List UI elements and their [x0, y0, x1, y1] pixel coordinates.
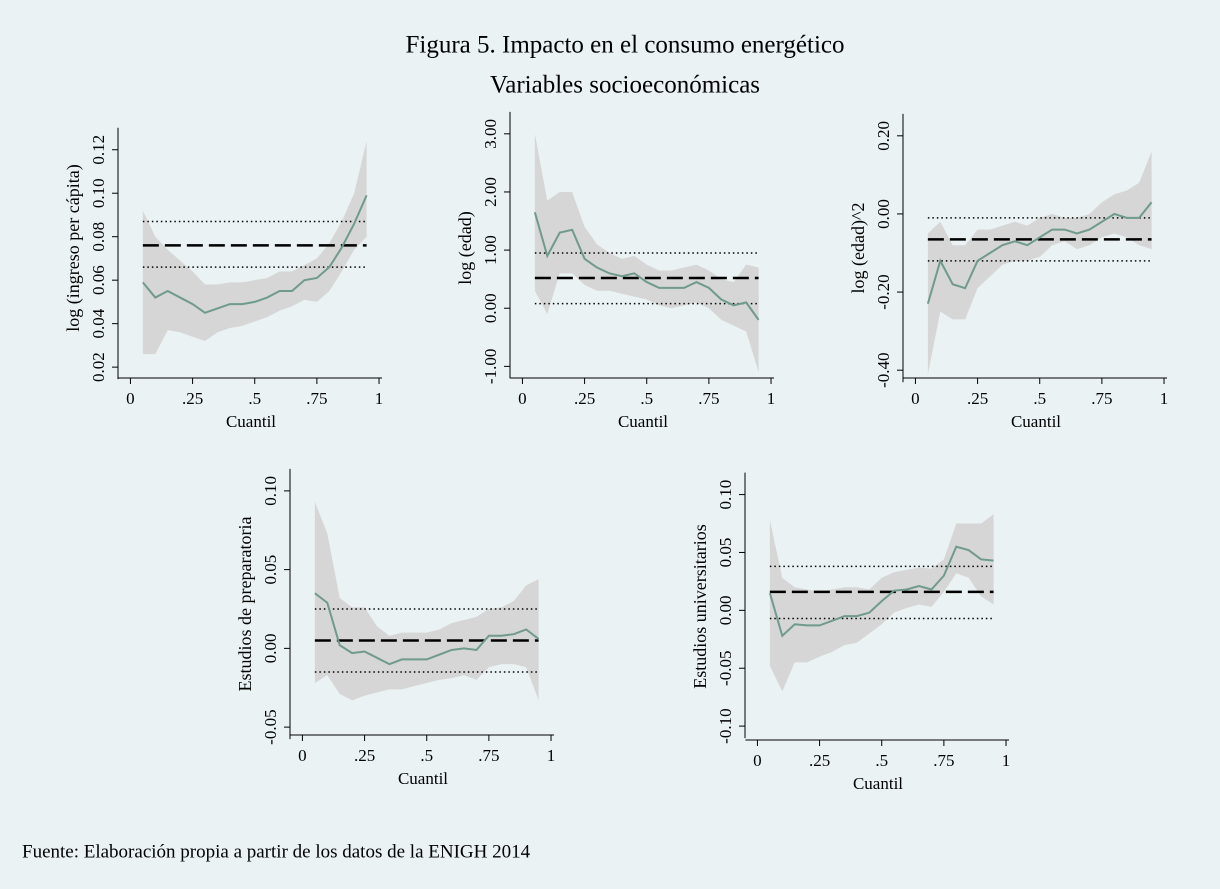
- x-axis-title: Cuantil: [398, 769, 448, 788]
- x-tick-label: .5: [1033, 389, 1046, 408]
- source-note: Fuente: Elaboración propia a partir de l…: [22, 841, 531, 862]
- x-tick-label: 0: [298, 746, 307, 765]
- x-tick-label: .5: [248, 389, 261, 408]
- y-tick-label: -0.20: [874, 274, 893, 309]
- y-axis-title: log (edad): [455, 211, 476, 284]
- y-tick-label: 0.10: [716, 480, 735, 510]
- x-tick-label: 0: [753, 751, 762, 770]
- y-tick-label: 0.00: [481, 293, 500, 323]
- y-tick-label: 0.12: [89, 135, 108, 165]
- figure-title: Figura 5. Impacto en el consumo energéti…: [406, 32, 845, 59]
- x-tick-label: .5: [420, 746, 433, 765]
- y-tick-label: 0.00: [716, 595, 735, 625]
- y-tick-label: 0.10: [261, 476, 280, 506]
- y-axis-title: Estudios de preparatoria: [235, 517, 255, 692]
- x-tick-label: 1: [1002, 751, 1011, 770]
- y-tick-label: 0.05: [716, 538, 735, 568]
- confidence-band: [534, 133, 759, 373]
- figure-subtitle: Variables socioeconómicas: [490, 72, 760, 99]
- x-tick-label: .75: [478, 746, 499, 765]
- x-tick-label: .25: [967, 389, 988, 408]
- confidence-band: [142, 141, 367, 355]
- confidence-band: [769, 514, 994, 692]
- y-axis-title: log (edad)^2: [848, 203, 869, 294]
- y-tick-label: -0.40: [874, 352, 893, 387]
- x-tick-label: .25: [574, 389, 595, 408]
- x-tick-label: 1: [767, 389, 776, 408]
- y-tick-label: 0.10: [89, 178, 108, 208]
- panel: 0 .25 .5 .75 1 -0.40 -0.20 0.00 0.20 Cuantil log (…: [848, 113, 1169, 431]
- x-tick-label: .25: [354, 746, 375, 765]
- y-tick-label: 0.20: [874, 121, 893, 151]
- x-axis-title: Cuantil: [1011, 412, 1061, 431]
- x-tick-label: 1: [1160, 389, 1169, 408]
- quantile-line: [142, 194, 368, 314]
- x-axis-title: Cuantil: [618, 412, 668, 431]
- x-tick-label: .25: [809, 751, 830, 770]
- y-tick-label: 0.08: [89, 222, 108, 252]
- y-tick-label: -1.00: [481, 349, 500, 384]
- x-axis-title: Cuantil: [853, 774, 903, 793]
- panel: 0 .25 .5 .75 1 -0.10 -0.05 0.00 0.05 0.10 Cuantil E…: [690, 472, 1011, 793]
- y-tick-label: 0.00: [261, 634, 280, 664]
- x-tick-label: 1: [547, 746, 556, 765]
- x-tick-label: .75: [698, 389, 719, 408]
- x-tick-label: 1: [375, 389, 384, 408]
- x-tick-label: .75: [306, 389, 327, 408]
- y-tick-label: 0.04: [89, 308, 108, 338]
- x-tick-label: .5: [875, 751, 888, 770]
- confidence-band: [314, 501, 539, 701]
- y-tick-label: 0.05: [261, 555, 280, 585]
- x-tick-label: 0: [911, 389, 920, 408]
- y-tick-label: -0.05: [716, 651, 735, 686]
- quantile-line: [926, 201, 1153, 305]
- y-axis-title: Estudios universitarios: [690, 524, 710, 689]
- y-tick-label: 2.00: [481, 177, 500, 207]
- y-tick-label: 0.00: [874, 199, 893, 229]
- x-tick-label: .75: [933, 751, 954, 770]
- y-tick-label: 3.00: [481, 119, 500, 149]
- x-axis-title: Cuantil: [226, 412, 276, 431]
- panel: 0 .25 .5 .75 1 -0.05 0.00 0.05 0.10 Cuantil Estudi…: [235, 468, 556, 788]
- panel: 0 .25 .5 .75 1 -1.00 0.00 1.00 2.00 3.00 Cuantil lo…: [455, 111, 776, 431]
- quantile-line: [314, 592, 540, 666]
- y-tick-label: 1.00: [481, 235, 500, 265]
- x-tick-label: 0: [126, 389, 135, 408]
- x-tick-label: .5: [640, 389, 653, 408]
- confidence-band: [927, 151, 1152, 375]
- y-axis-title: log (ingreso per cápita): [63, 164, 84, 331]
- x-tick-label: .75: [1091, 389, 1112, 408]
- y-tick-label: 0.06: [89, 265, 108, 295]
- x-tick-label: .25: [182, 389, 203, 408]
- quantile-line: [768, 545, 994, 638]
- y-tick-label: -0.10: [716, 708, 735, 743]
- x-tick-label: 0: [518, 389, 527, 408]
- y-tick-label: -0.05: [261, 709, 280, 744]
- panel: 0 .25 .5 .75 1 0.02 0.04 0.06 0.08 0.10 0.12 Cuanti…: [63, 127, 384, 431]
- quantile-line: [533, 212, 760, 321]
- y-tick-label: 0.02: [89, 352, 108, 382]
